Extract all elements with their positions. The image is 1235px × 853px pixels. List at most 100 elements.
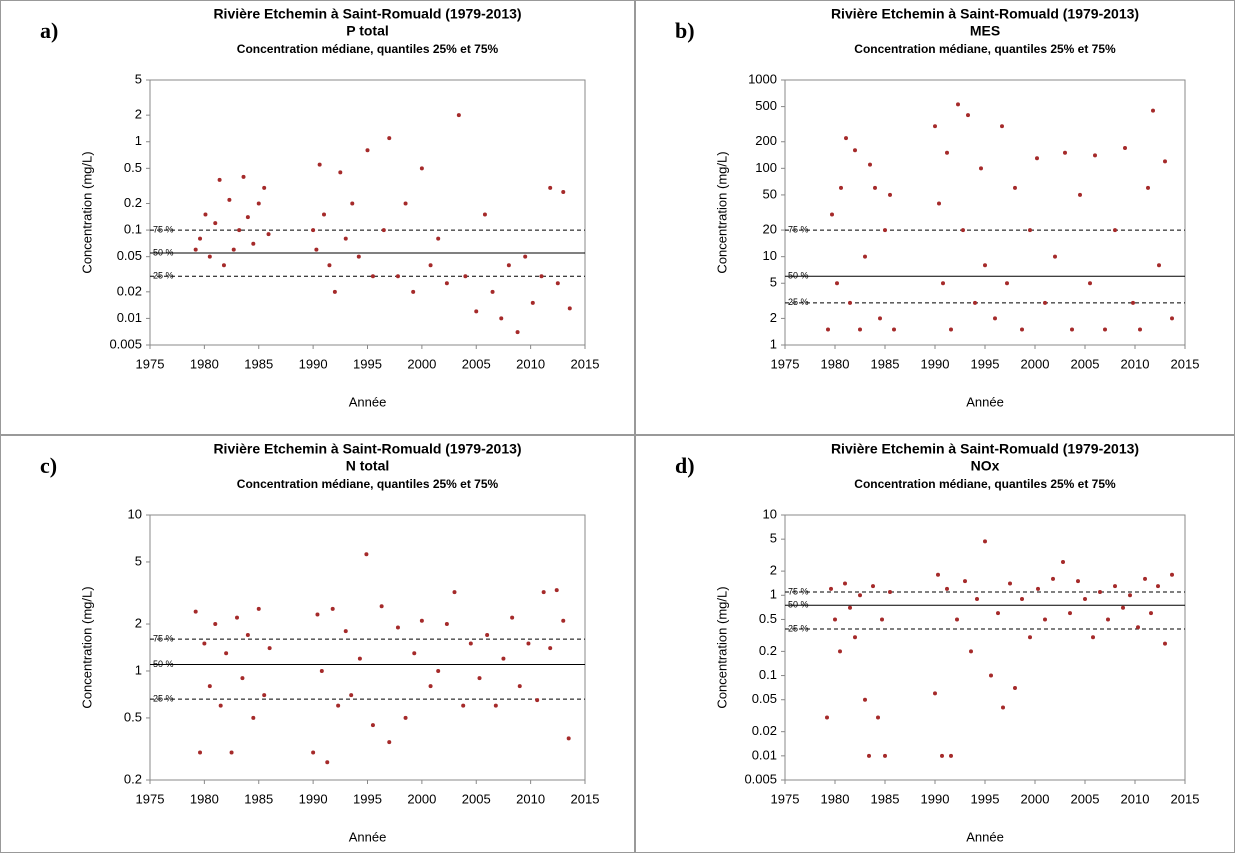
data-point [1013,685,1017,690]
data-point [229,750,234,755]
y-tick-label: 2 [770,563,777,578]
quantile-label: 75 % [788,586,809,596]
data-point [387,740,392,745]
data-point [526,641,531,646]
data-point [456,113,461,118]
data-point [251,715,256,720]
data-point [1170,572,1174,577]
quantile-label: 50 % [788,600,809,610]
data-point [517,684,522,689]
data-point [1076,579,1080,584]
data-point [996,611,1000,616]
quantile-label: 75 % [153,634,174,644]
data-point [207,684,212,689]
x-tick-label: 1990 [921,791,950,806]
x-axis-label: Année [349,829,387,844]
data-point [535,698,540,703]
data-point [1103,327,1107,332]
data-point [1091,635,1095,640]
data-point [262,185,267,190]
data-point [332,289,337,294]
y-tick-label: 1 [135,133,142,148]
data-point [395,625,400,630]
data-point [1061,559,1065,564]
data-point [555,281,560,286]
data-point [963,579,967,584]
data-point [844,136,848,141]
data-point [838,649,842,654]
data-point [364,552,369,557]
data-point [936,572,940,577]
data-point [202,641,207,646]
x-tick-label: 2010 [516,791,545,806]
data-point [880,617,884,622]
data-point [961,228,965,233]
y-tick-label: 10 [128,506,142,521]
data-point [993,316,997,321]
data-point [213,622,218,627]
chart-title: Rivière Etchemin à Saint-Romuald (1979-2… [213,441,521,457]
data-point [322,212,326,217]
data-point [561,189,566,194]
y-tick-label: 0.2 [124,195,142,210]
data-point [349,693,354,698]
x-tick-label: 2005 [462,356,491,371]
x-tick-label: 2015 [1171,791,1200,806]
data-point [515,330,520,335]
data-point [193,609,198,614]
data-point [548,646,553,651]
data-point [826,327,830,332]
data-point [381,228,386,233]
data-point [853,635,857,640]
data-point [235,615,239,620]
data-point [1008,581,1012,586]
data-point [419,618,424,623]
x-tick-label: 1980 [821,791,850,806]
data-point [1028,228,1032,233]
data-point [411,289,416,294]
data-point [833,617,837,622]
data-point [873,185,877,190]
data-point [436,236,441,241]
data-point [1131,300,1135,305]
data-point [217,177,222,182]
data-point [941,281,945,286]
quantile-label: 25 % [788,623,809,633]
data-point [444,622,449,627]
data-point [539,274,544,279]
data-point [848,605,852,610]
data-point [1163,159,1167,164]
data-point [1043,617,1047,622]
quantile-label: 50 % [153,247,174,257]
panel-label: a) [40,18,58,43]
data-point [1113,584,1117,589]
data-point [1051,576,1055,581]
x-tick-label: 2015 [571,791,600,806]
chart-parameter: P total [346,23,389,39]
data-point [1143,576,1147,581]
data-point [1005,281,1009,286]
data-point [1149,611,1153,616]
data-point [241,174,246,179]
data-point [266,232,271,237]
data-point [262,693,267,698]
y-tick-label: 0.01 [117,310,142,325]
data-point [883,753,887,758]
data-point [314,247,319,252]
x-tick-label: 1980 [821,356,850,371]
y-tick-label: 0.02 [117,283,142,298]
y-tick-label: 2 [135,107,142,122]
x-tick-label: 2010 [1121,356,1150,371]
data-point [231,247,236,252]
y-tick-label: 50 [763,186,777,201]
data-point [554,588,559,593]
chart-subtitle: Concentration médiane, quantiles 25% et … [854,42,1116,56]
y-tick-label: 2 [135,615,142,630]
data-point [1121,605,1125,610]
chart-title: Rivière Etchemin à Saint-Romuald (1979-2… [213,6,521,22]
quantile-label: 25 % [153,271,174,281]
data-point [883,228,887,233]
data-point [541,590,546,595]
data-point [1138,327,1142,332]
